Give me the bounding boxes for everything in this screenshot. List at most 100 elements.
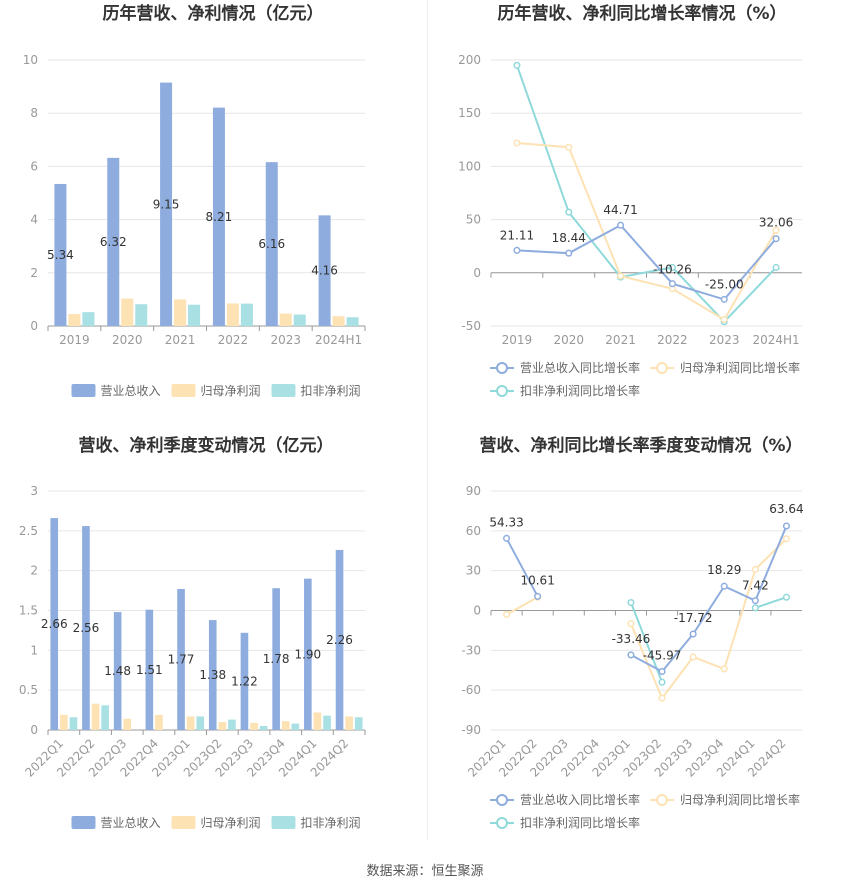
data-label: 1.78 — [263, 652, 290, 666]
series-line-net-profit — [506, 596, 539, 616]
bar-deducted-profit — [69, 717, 78, 730]
bar-net-profit — [91, 703, 100, 730]
data-point — [513, 139, 521, 147]
data-point — [689, 653, 697, 661]
x-tick-label: 2022 — [218, 333, 249, 347]
y-tick-label: 1 — [30, 643, 38, 657]
x-tick-label: 2020 — [112, 333, 143, 347]
quarterly-growth-chart: 营收、净利同比增长率季度变动情况（%） -90 -60 -30 0 30 60 90 2022Q… — [428, 425, 850, 845]
x-tick-label: 2023 — [709, 333, 740, 347]
legend-label: 归母净利润 — [201, 384, 261, 398]
legend-label: 归母净利润同比增长率 — [680, 792, 800, 807]
data-label: -10.26 — [653, 263, 692, 277]
data-point — [720, 582, 728, 590]
data-label: 21.11 — [500, 228, 534, 242]
series-line-revenue — [505, 537, 539, 597]
x-tick-label: 2021 — [605, 333, 636, 347]
data-label: 7.42 — [742, 579, 769, 593]
data-point — [565, 208, 573, 216]
x-tick-label: 2023 — [270, 333, 301, 347]
chart-title: 历年营收、净利同比增长率情况（%） — [497, 3, 786, 24]
legend-marker — [496, 385, 508, 397]
data-point — [772, 226, 780, 234]
data-point — [720, 665, 728, 673]
data-label: 6.16 — [258, 237, 285, 251]
series-line-deducted-profit — [755, 596, 787, 609]
y-tick-label: -30 — [461, 643, 481, 657]
y-tick-label: 0.5 — [19, 683, 38, 697]
data-point — [689, 630, 697, 638]
x-tick-label: 2024H1 — [315, 333, 362, 347]
data-point — [751, 604, 759, 612]
bar-net-profit — [279, 313, 292, 326]
bar-deducted-profit — [228, 719, 236, 730]
legend-label: 归母净利润同比增长率 — [680, 360, 800, 375]
data-point — [617, 221, 625, 229]
bar-revenue — [107, 157, 120, 326]
data-point — [565, 249, 573, 257]
y-tick-label: 2 — [30, 564, 38, 578]
series-line-revenue — [630, 525, 788, 673]
legend-swatch — [171, 384, 196, 397]
series-line-net-profit — [630, 538, 788, 701]
y-tick-label: 60 — [466, 524, 481, 538]
data-label: 18.29 — [707, 563, 741, 577]
bar-revenue — [177, 588, 185, 730]
data-label: 2.66 — [41, 617, 68, 631]
bar-deducted-profit — [354, 717, 363, 730]
legend-swatch — [71, 816, 96, 829]
legend-marker — [656, 794, 668, 806]
data-label: 1.48 — [104, 664, 131, 678]
bar-revenue — [265, 162, 278, 326]
data-label: 2.56 — [73, 621, 100, 635]
bar-deducted-profit — [293, 314, 306, 326]
data-label: 9.15 — [153, 197, 180, 211]
bar-deducted-profit — [259, 726, 268, 730]
x-tick-label: 2024H1 — [752, 333, 799, 347]
data-label: 54.33 — [489, 515, 523, 529]
bar-net-profit — [60, 714, 68, 730]
legend-label: 归母净利润 — [201, 816, 261, 830]
legend-label: 营业总收入同比增长率 — [520, 792, 640, 807]
bar-net-profit — [218, 722, 227, 730]
data-point — [782, 535, 791, 543]
bar-revenue — [240, 632, 249, 730]
bar-deducted-profit — [323, 715, 331, 730]
bar-deducted-profit — [188, 304, 201, 326]
bar-revenue — [82, 526, 90, 730]
y-tick-label: 30 — [466, 564, 481, 578]
data-label: -45.97 — [643, 649, 682, 663]
y-tick-label: -50 — [461, 319, 481, 333]
bar-net-profit — [332, 316, 345, 326]
bar-deducted-profit — [135, 304, 148, 326]
bar-deducted-profit — [82, 312, 95, 326]
y-tick-label: 4 — [30, 213, 38, 227]
bar-net-profit — [121, 298, 134, 326]
series-line-deducted-profit — [515, 64, 777, 324]
bar-net-profit — [281, 721, 290, 730]
data-point — [658, 694, 666, 702]
quarterly-amount-chart: 营收、净利季度变动情况（亿元） 0 0.5 1 1.5 2 2.5 3 2022Q1 2.66 20… — [0, 425, 427, 845]
data-point — [772, 235, 780, 243]
data-point — [565, 143, 573, 151]
data-label: -33.46 — [612, 632, 651, 646]
bar-revenue — [113, 612, 122, 730]
data-label: 1.77 — [168, 652, 195, 666]
y-tick-label: 150 — [458, 106, 481, 120]
bar-deducted-profit — [346, 317, 359, 326]
x-tick-label: 2019 — [59, 333, 90, 347]
bar-deducted-profit — [240, 303, 253, 326]
bar-net-profit — [123, 718, 132, 730]
bar-net-profit — [186, 716, 195, 730]
data-point — [782, 522, 791, 530]
annual-amount-chart: 历年营收、净利情况（亿元） 0 2 4 6 8 10 2019 5.34 2020 6.32 2021… — [0, 0, 427, 415]
data-point — [513, 61, 521, 69]
legend-label: 营业总收入 — [101, 384, 161, 398]
legend-swatch — [271, 816, 296, 829]
series-line-net-profit — [516, 141, 777, 321]
legend-label: 营业总收入 — [101, 816, 161, 830]
y-tick-label: 90 — [466, 484, 481, 498]
bar-deducted-profit — [101, 705, 109, 730]
data-point — [534, 592, 542, 600]
data-label: 44.71 — [603, 203, 637, 217]
